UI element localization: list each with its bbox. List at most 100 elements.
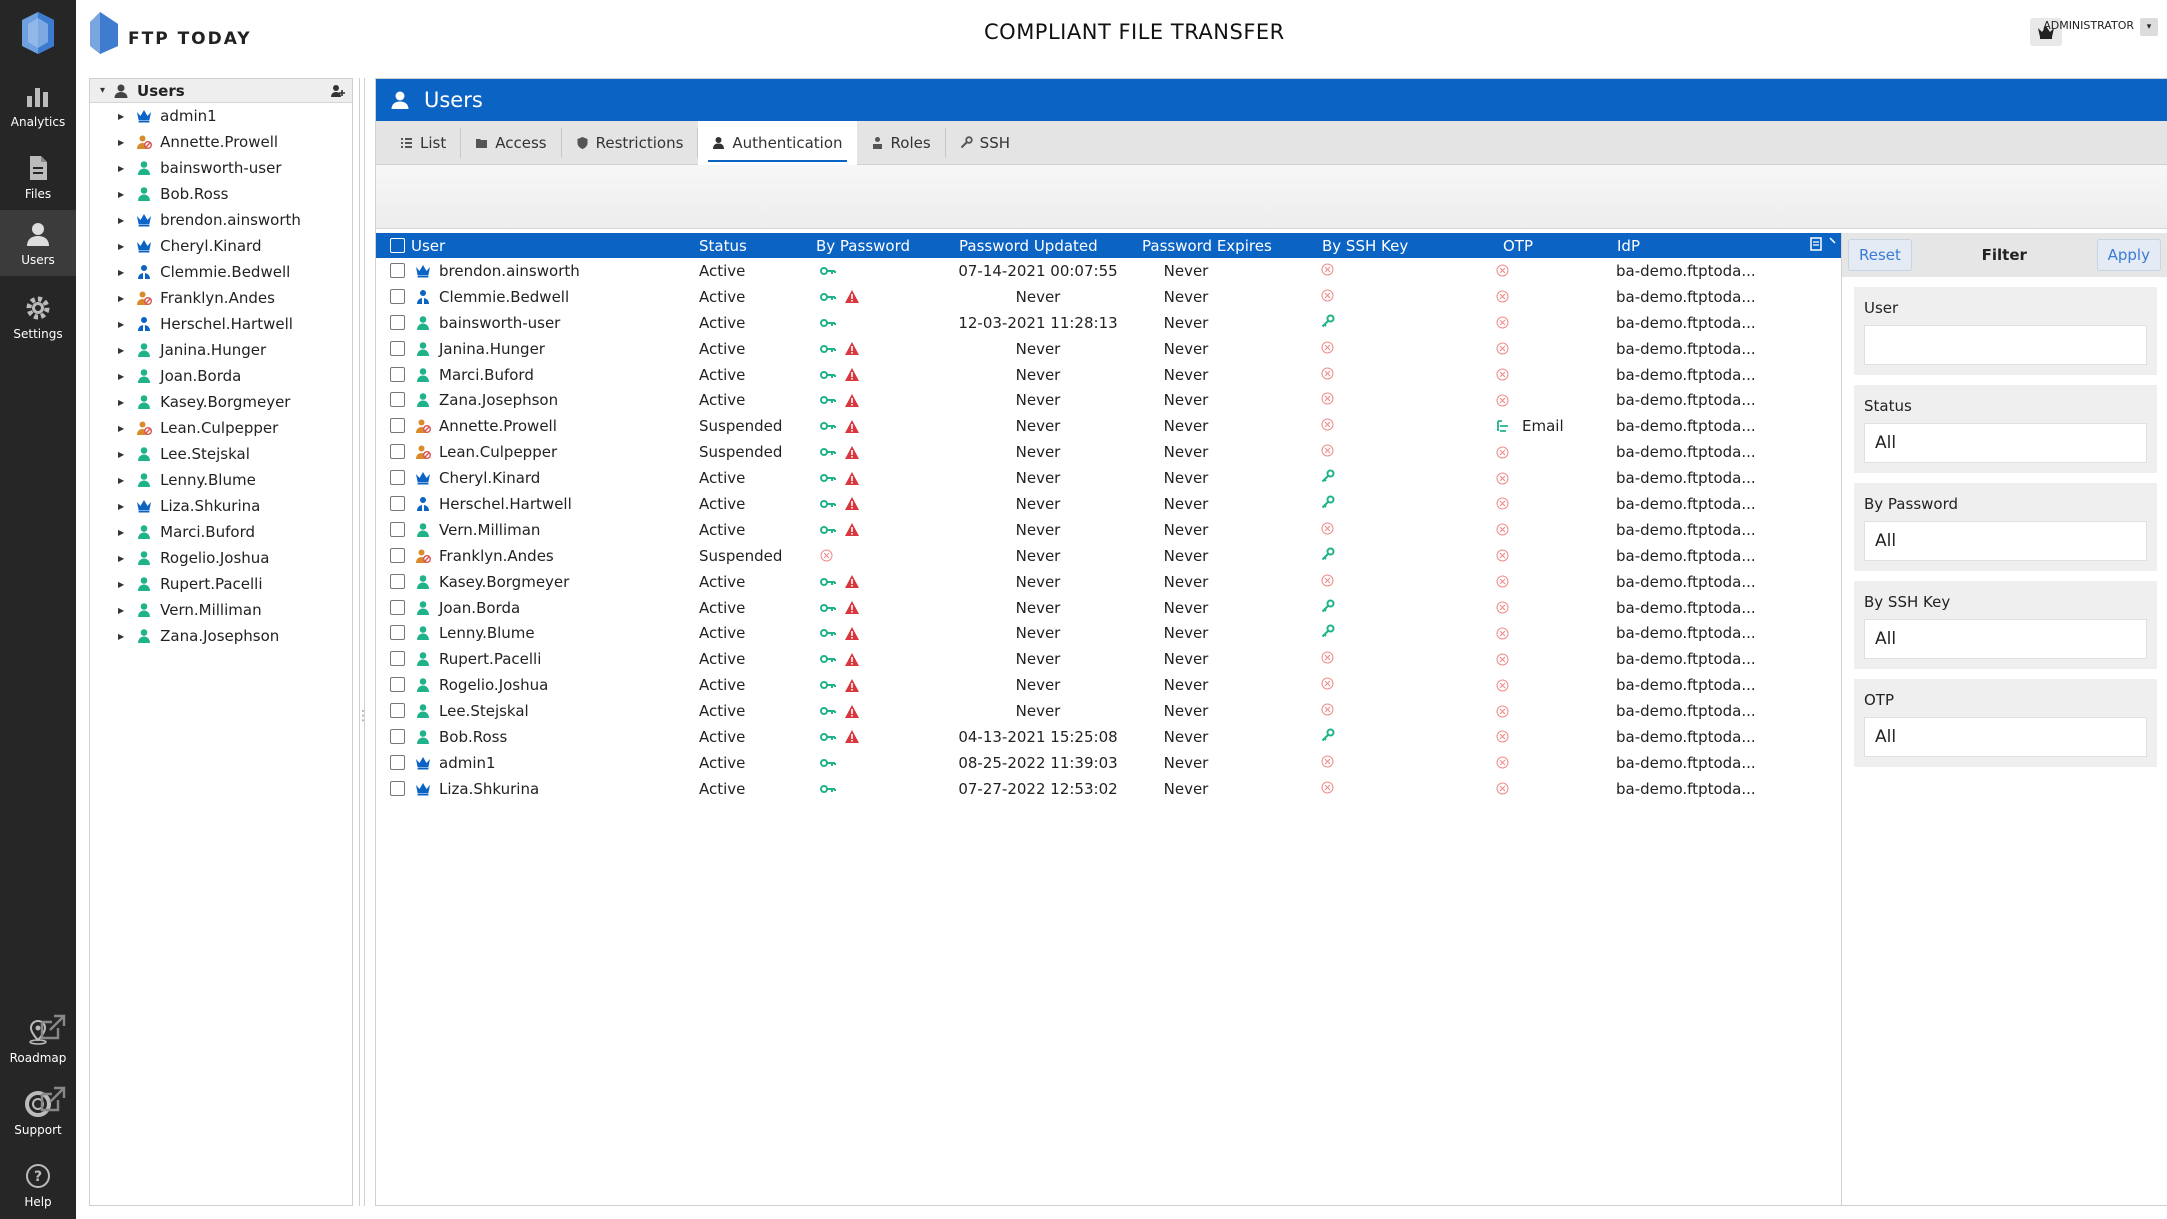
table-row[interactable]: Franklyn.Andes Suspended Never Never ba-… [376,543,1841,569]
export-icon[interactable] [1809,237,1823,251]
caret-right-icon[interactable]: ▶ [118,605,125,615]
row-checkbox[interactable] [390,677,405,693]
caret-right-icon[interactable]: ▶ [118,449,125,459]
admin-crown-button[interactable] [2030,18,2062,46]
tree-item[interactable]: ▶ Franklyn.Andes [90,285,352,311]
filter-input[interactable] [1864,325,2147,365]
row-checkbox[interactable] [390,340,405,356]
drag-handle-icon[interactable]: ⋮ [356,708,370,724]
table-row[interactable]: Rupert.Pacelli Active Never Never ba-dem… [376,646,1841,672]
row-checkbox[interactable] [390,625,405,641]
table-row[interactable]: brendon.ainsworth Active 07-14-2021 00:0… [376,258,1841,284]
caret-right-icon[interactable]: ▶ [118,345,125,355]
table-row[interactable]: Bob.Ross Active 04-13-2021 15:25:08 Neve… [376,724,1841,750]
row-checkbox[interactable] [390,314,405,330]
row-checkbox[interactable] [390,780,405,796]
row-checkbox[interactable] [390,599,405,615]
row-checkbox[interactable] [390,288,405,304]
caret-right-icon[interactable]: ▶ [118,579,125,589]
table-row[interactable]: Clemmie.Bedwell Active Never Never ba-de… [376,284,1841,310]
row-checkbox[interactable] [390,651,405,667]
caret-right-icon[interactable]: ▶ [118,163,125,173]
user-menu-dropdown[interactable]: ▾ [2140,18,2158,36]
brand[interactable]: FTP TODAY [88,10,252,54]
row-checkbox[interactable] [390,418,405,434]
tree-item[interactable]: ▶ bainsworth-user [90,155,352,181]
nav-support[interactable]: Support [0,1080,76,1146]
filter-input[interactable]: All [1864,521,2147,561]
table-row[interactable]: Lee.Stejskal Active Never Never ba-demo.… [376,698,1841,724]
row-checkbox[interactable] [390,263,405,278]
tree-item[interactable]: ▶ Clemmie.Bedwell [90,259,352,285]
tab-authentication[interactable]: Authentication [698,120,857,165]
tree-item[interactable]: ▶ Rupert.Pacelli [90,571,352,597]
col-by-password[interactable]: By Password [816,236,910,255]
nav-help[interactable]: ? Help [0,1152,76,1218]
col-idp[interactable]: IdP [1617,236,1640,255]
row-checkbox[interactable] [390,496,405,512]
table-row[interactable]: Janina.Hunger Active Never Never ba-demo… [376,336,1841,362]
caret-right-icon[interactable]: ▶ [118,475,125,485]
table-row[interactable]: Lenny.Blume Active Never Never ba-demo.f… [376,620,1841,646]
tree-item[interactable]: ▶ Cheryl.Kinard [90,233,352,259]
filter-input[interactable]: All [1864,717,2147,757]
caret-right-icon[interactable]: ▶ [118,371,125,381]
tab-access[interactable]: Access [461,127,562,158]
tree-item[interactable]: ▶ Liza.Shkurina [90,493,352,519]
table-row[interactable]: bainsworth-user Active 12-03-2021 11:28:… [376,310,1841,336]
tree-item[interactable]: ▶ admin1 [90,103,352,129]
col-status[interactable]: Status [699,236,747,255]
table-row[interactable]: admin1 Active 08-25-2022 11:39:03 Never … [376,750,1841,776]
tab-restrictions[interactable]: Restrictions [562,127,699,158]
tab-list[interactable]: List [386,127,462,158]
row-checkbox[interactable] [390,754,405,770]
col-password-updated[interactable]: Password Updated [959,236,1098,255]
tree-item[interactable]: ▶ Kasey.Borgmeyer [90,389,352,415]
tab-ssh[interactable]: SSH [946,128,1024,158]
table-row[interactable]: Herschel.Hartwell Active Never Never ba-… [376,491,1841,517]
caret-right-icon[interactable]: ▶ [118,189,125,199]
tab-roles[interactable]: Roles [857,127,946,158]
add-user-icon[interactable] [330,83,346,99]
caret-right-icon[interactable]: ▶ [118,319,125,329]
row-checkbox[interactable] [390,547,405,563]
caret-right-icon[interactable]: ▶ [118,241,125,251]
tree-item[interactable]: ▶ Lenny.Blume [90,467,352,493]
row-checkbox[interactable] [390,573,405,589]
table-row[interactable]: Joan.Borda Active Never Never ba-demo.ft… [376,595,1841,621]
row-checkbox[interactable] [390,729,405,745]
table-row[interactable]: Annette.Prowell Suspended Never Never Em… [376,413,1841,439]
tree-item[interactable]: ▶ Janina.Hunger [90,337,352,363]
table-row[interactable]: Kasey.Borgmeyer Active Never Never ba-de… [376,569,1841,595]
row-checkbox[interactable] [390,366,405,382]
table-row[interactable]: Cheryl.Kinard Active Never Never ba-demo… [376,465,1841,491]
col-by-ssh-key[interactable]: By SSH Key [1322,236,1409,255]
filter-input[interactable]: All [1864,423,2147,463]
caret-right-icon[interactable]: ▶ [118,293,125,303]
row-checkbox[interactable] [390,392,405,408]
tree-item[interactable]: ▶ Herschel.Hartwell [90,311,352,337]
col-user[interactable]: User [411,236,446,255]
caret-right-icon[interactable]: ▶ [118,397,125,407]
table-row[interactable]: Vern.Milliman Active Never Never ba-demo… [376,517,1841,543]
table-row[interactable]: Zana.Josephson Active Never Never ba-dem… [376,387,1841,413]
panel-splitter[interactable]: ⋮ [356,78,370,1206]
caret-right-icon[interactable]: ▶ [118,527,125,537]
select-all-checkbox[interactable] [390,238,405,253]
nav-analytics[interactable]: Analytics [0,72,76,138]
col-otp[interactable]: OTP [1503,236,1534,255]
caret-right-icon[interactable]: ▶ [118,631,125,641]
tree-item[interactable]: ▶ Lean.Culpepper [90,415,352,441]
table-row[interactable]: Liza.Shkurina Active 07-27-2022 12:53:02… [376,776,1841,802]
table-row[interactable]: Marci.Buford Active Never Never ba-demo.… [376,362,1841,388]
nav-settings[interactable]: Settings [0,284,76,350]
caret-right-icon[interactable]: ▶ [118,423,125,433]
row-checkbox[interactable] [390,470,405,486]
row-checkbox[interactable] [390,444,405,460]
col-password-expires[interactable]: Password Expires [1142,236,1272,255]
caret-right-icon[interactable]: ▶ [118,267,125,277]
nav-roadmap[interactable]: Roadmap [0,1008,76,1074]
caret-right-icon[interactable]: ▶ [118,553,125,563]
tree-item[interactable]: ▶ brendon.ainsworth [90,207,352,233]
table-row[interactable]: Rogelio.Joshua Active Never Never ba-dem… [376,672,1841,698]
